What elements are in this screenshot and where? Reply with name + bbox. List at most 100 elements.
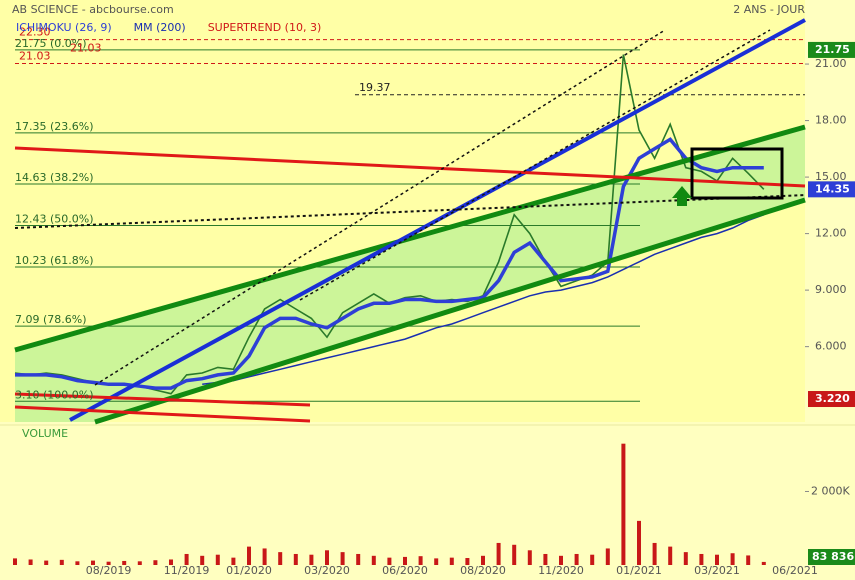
x-tick-label: 03/2021 [694, 564, 740, 577]
last-price: 21.03 [70, 41, 102, 54]
volume-bar [231, 557, 236, 565]
volume-bar [293, 553, 298, 565]
volume-bar [481, 555, 485, 565]
fib-label: 17.35 (23.6%) [15, 120, 94, 133]
volume-tag: 83 836 [812, 550, 854, 563]
volume-bar [637, 520, 641, 565]
x-tick-label: 01/2020 [226, 564, 272, 577]
volume-bar [730, 553, 735, 565]
volume-bar [387, 557, 392, 565]
y-tick-label: 12.00 [815, 227, 847, 240]
volume-bar [309, 554, 314, 565]
y-tick-label: 21.00 [815, 57, 847, 70]
dashed-line [94, 29, 666, 386]
volume-bar [262, 548, 267, 565]
legend-entry: ICHIMOKU (26, 9) [16, 21, 112, 34]
volume-bar [122, 560, 127, 565]
volume-bar [75, 561, 80, 565]
volume-bar [325, 550, 329, 565]
volume-bar [200, 555, 205, 565]
volume-bar [215, 554, 220, 565]
volume-bar [496, 542, 501, 565]
volume-bar [340, 552, 345, 565]
volume-bar [465, 558, 470, 565]
volume-bar [403, 556, 407, 565]
volume-bar [356, 553, 361, 565]
volume-bar [605, 548, 610, 565]
x-tick-label: 11/2020 [538, 564, 584, 577]
volume-bar [434, 558, 439, 565]
x-tick-label: 06/2020 [382, 564, 428, 577]
price-tag: 21.75 [815, 43, 850, 56]
level-label: 22.30 [19, 26, 51, 39]
volume-bar [449, 557, 454, 565]
volume-bar [715, 554, 719, 565]
chart-subtitle: 2 ANS - JOUR [733, 3, 805, 16]
legend-entry: SUPERTREND (10, 3) [208, 21, 322, 34]
volume-bar [106, 561, 111, 565]
volume-bar [371, 555, 376, 565]
volume-bar [668, 546, 673, 565]
volume-bar [512, 544, 517, 565]
volume-bar [278, 552, 283, 565]
volume-tag-box [808, 549, 855, 565]
y-tick-label: 18.00 [815, 114, 847, 127]
y-tick-label: 15.00 [815, 170, 847, 183]
y-tick-label: 6.000 [815, 340, 847, 353]
fib-label: 14.63 (38.2%) [15, 171, 94, 184]
trend-line [94, 197, 806, 425]
fib-label: 12.43 (50.0%) [15, 213, 94, 226]
volume-bar [91, 560, 95, 565]
fib-label: 10.23 (61.8%) [15, 254, 94, 267]
series-line [202, 214, 765, 386]
x-tick-label: 03/2020 [304, 564, 350, 577]
fib-label: 21.75 (0.0%) [15, 37, 87, 50]
price-tag-box [808, 41, 855, 58]
x-tick-label: 06/2021 [772, 564, 818, 577]
volume-bar [418, 556, 423, 565]
x-tick-label: 01/2021 [616, 564, 662, 577]
volume-label: VOLUME [22, 427, 68, 440]
trend-line [14, 124, 806, 353]
chart-title: AB SCIENCE - abcbourse.com [12, 3, 174, 16]
price-tag: 14.35 [815, 182, 850, 195]
level-label: 19.37 [359, 81, 391, 94]
trend-line [14, 392, 311, 407]
volume-bar [527, 550, 532, 565]
x-tick-label: 08/2019 [86, 564, 132, 577]
price-tag: 3.220 [815, 392, 850, 405]
price-tag-box [808, 391, 855, 408]
trend-line [14, 405, 311, 423]
x-tick-label: 11/2019 [164, 564, 210, 577]
x-tick-label: 08/2020 [460, 564, 506, 577]
volume-bar [543, 553, 548, 565]
volume-bar [761, 561, 766, 565]
volume-tick-label: 2 000K [811, 484, 850, 497]
volume-bar [683, 552, 688, 565]
volume-bar [590, 554, 595, 565]
trend-line [14, 146, 806, 188]
series-line [15, 137, 764, 390]
y-tick-label: 9.000 [815, 283, 847, 296]
volume-bar [699, 553, 704, 565]
volume-bar [137, 561, 142, 565]
fib-label: 3.10 (100.0%) [15, 388, 94, 401]
volume-bar [28, 559, 33, 565]
legend-entry: MM (200) [134, 21, 186, 34]
trend-line [69, 18, 806, 422]
volume-bar [247, 546, 251, 565]
highlight-box [690, 147, 784, 200]
price-tag-box [808, 181, 855, 198]
fib-label: 7.09 (78.6%) [15, 313, 87, 326]
volume-bar [153, 560, 158, 565]
volume-bar [652, 542, 657, 565]
volume-bar [621, 443, 626, 565]
volume-bar [574, 553, 579, 565]
level-label: 21.03 [19, 49, 51, 62]
volume-bar [184, 553, 189, 565]
trend-channel [15, 127, 805, 422]
volume-bar [559, 555, 563, 565]
up-arrow [672, 186, 692, 206]
volume-bar [44, 560, 49, 565]
